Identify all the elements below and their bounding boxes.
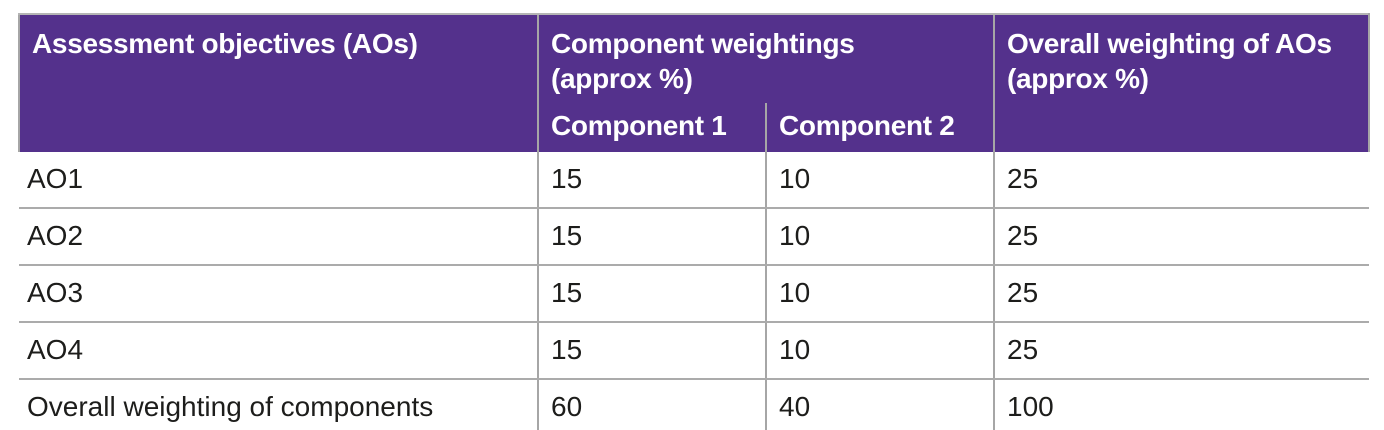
cell-component1: 15: [537, 265, 766, 323]
header-component-1: Component 1: [537, 103, 766, 152]
cell-overall: 100: [993, 379, 1370, 430]
row-label: AO1: [19, 152, 538, 209]
cell-component1: 15: [537, 152, 766, 209]
cell-component2: 10: [764, 152, 995, 209]
cell-component1: 60: [537, 379, 766, 430]
row-label: AO2: [19, 208, 538, 266]
assessment-weightings-table: Assessment objectives (AOs) Component we…: [18, 13, 1371, 430]
table-row-ao2: AO2 15 10 25: [19, 208, 1370, 266]
table-row-ao4: AO4 15 10 25: [19, 322, 1370, 380]
cell-overall: 25: [993, 265, 1370, 323]
table-header: Assessment objectives (AOs) Component we…: [18, 13, 1371, 152]
row-label: AO3: [19, 265, 538, 323]
cell-component2: 10: [764, 208, 995, 266]
cell-overall: 25: [993, 322, 1370, 380]
header-overall-weighting-of-aos: Overall weighting of AOs (approx %): [993, 13, 1371, 152]
row-label: AO4: [19, 322, 538, 380]
row-label: Overall weighting of components: [19, 379, 538, 430]
cell-overall: 25: [993, 208, 1370, 266]
cell-component2: 10: [764, 322, 995, 380]
header-assessment-objectives: Assessment objectives (AOs): [18, 13, 538, 152]
cell-component1: 15: [537, 208, 766, 266]
header-row-main: Assessment objectives (AOs) Component we…: [18, 13, 1371, 152]
header-row-sub: Component 1 Component 2: [19, 103, 1369, 152]
cell-overall: 25: [993, 152, 1370, 209]
table-body: AO1 15 10 25 AO2 15 10 25 AO3 15 10 25 A…: [19, 152, 1370, 430]
table-row-overall-weighting: Overall weighting of components 60 40 10…: [19, 379, 1370, 430]
cell-component2: 10: [764, 265, 995, 323]
header-component-2: Component 2: [764, 103, 995, 152]
cell-component2: 40: [764, 379, 995, 430]
table-row-ao1: AO1 15 10 25: [19, 152, 1370, 209]
header-component-weightings: Component weightings (approx %): [536, 13, 995, 103]
table-row-ao3: AO3 15 10 25: [19, 265, 1370, 323]
cell-component1: 15: [537, 322, 766, 380]
